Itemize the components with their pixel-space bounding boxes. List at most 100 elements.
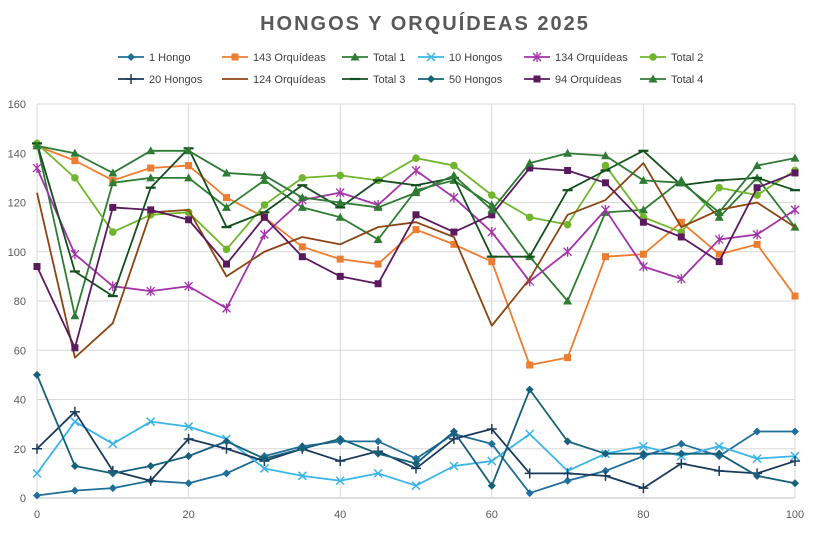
legend-label: 10 Hongos [449,52,503,64]
data-point [486,424,497,435]
data-point [714,465,725,476]
legend-item: Total 1 [342,52,405,64]
legend-label: 124 Orquídeas [253,74,326,86]
data-point [336,434,345,443]
data-point [259,175,269,184]
legend-label: 50 Hongos [449,74,503,86]
legend-label: Total 3 [373,74,405,86]
chart-title: HONGOS Y ORQUÍDEAS 2025 [260,12,590,35]
data-point [373,234,383,243]
x-tick-label: 60 [486,509,498,521]
data-point [70,249,80,260]
data-point [638,441,648,451]
data-point [373,468,383,478]
data-point [677,449,686,458]
series-line [36,162,796,359]
data-point [601,449,610,458]
data-point [677,218,685,226]
data-point [69,406,80,417]
data-point [298,253,306,261]
data-point [714,441,724,451]
legend-marker [127,53,135,61]
data-point [714,207,724,216]
data-point [601,204,610,215]
series-9 [32,142,800,298]
legend-marker [648,74,658,83]
data-point [146,417,156,427]
y-tick-label: 160 [8,99,26,111]
legend-marker [649,53,657,61]
legend-item: Total 3 [342,74,405,86]
data-point [525,489,534,498]
data-point [374,280,382,288]
data-point [488,258,496,266]
data-point [714,234,724,245]
data-point [108,484,117,493]
data-point [374,260,382,268]
x-tick-label: 80 [637,509,649,521]
data-point [222,303,231,314]
series-7 [32,406,800,494]
data-point [298,243,306,251]
data-point [715,250,723,258]
data-point [259,229,269,240]
y-tick-label: 20 [14,444,26,456]
data-point [109,228,117,236]
data-point [412,154,420,162]
legend-marker [231,53,239,61]
data-point [411,481,421,491]
data-point [487,205,497,214]
data-point [752,161,762,170]
data-point [602,253,609,261]
data-point [638,175,648,184]
data-point [449,427,458,436]
data-point [639,250,647,258]
data-point [524,468,535,479]
data-point [147,164,155,172]
x-tick-label: 0 [34,509,40,521]
data-point [753,184,761,192]
data-point [412,454,420,463]
data-point [526,361,534,369]
data-point [297,193,307,202]
data-point [185,162,193,170]
data-point [715,449,724,458]
data-point [602,179,609,187]
data-point [70,486,79,495]
legend-label: 20 Hongos [149,74,203,86]
data-point [71,344,79,352]
data-point [525,429,535,439]
data-point [259,170,269,179]
data-point [525,385,534,394]
data-point [71,174,79,182]
x-tick-label: 100 [786,509,804,521]
legend-marker [426,52,436,62]
data-point [222,168,231,177]
legend-marker [350,52,360,61]
data-point [184,422,194,432]
series-12 [32,141,800,216]
data-point [108,439,118,449]
data-point [487,481,496,490]
data-point [70,148,80,157]
data-point [260,454,269,463]
data-point [184,281,194,292]
y-tick-label: 140 [8,148,26,160]
data-point [450,161,458,170]
data-point [412,226,420,234]
data-point [487,227,497,238]
y-tick-label: 0 [20,493,26,505]
data-point [412,459,420,468]
data-point [183,433,194,444]
data-point [298,444,307,453]
data-point [752,229,762,240]
data-point [70,417,80,427]
data-point [336,272,344,280]
data-point [487,439,496,448]
data-point [70,311,80,320]
data-point [374,449,383,458]
data-point [374,437,383,446]
data-point [487,456,497,466]
data-point [563,220,572,229]
data-point [260,213,268,221]
